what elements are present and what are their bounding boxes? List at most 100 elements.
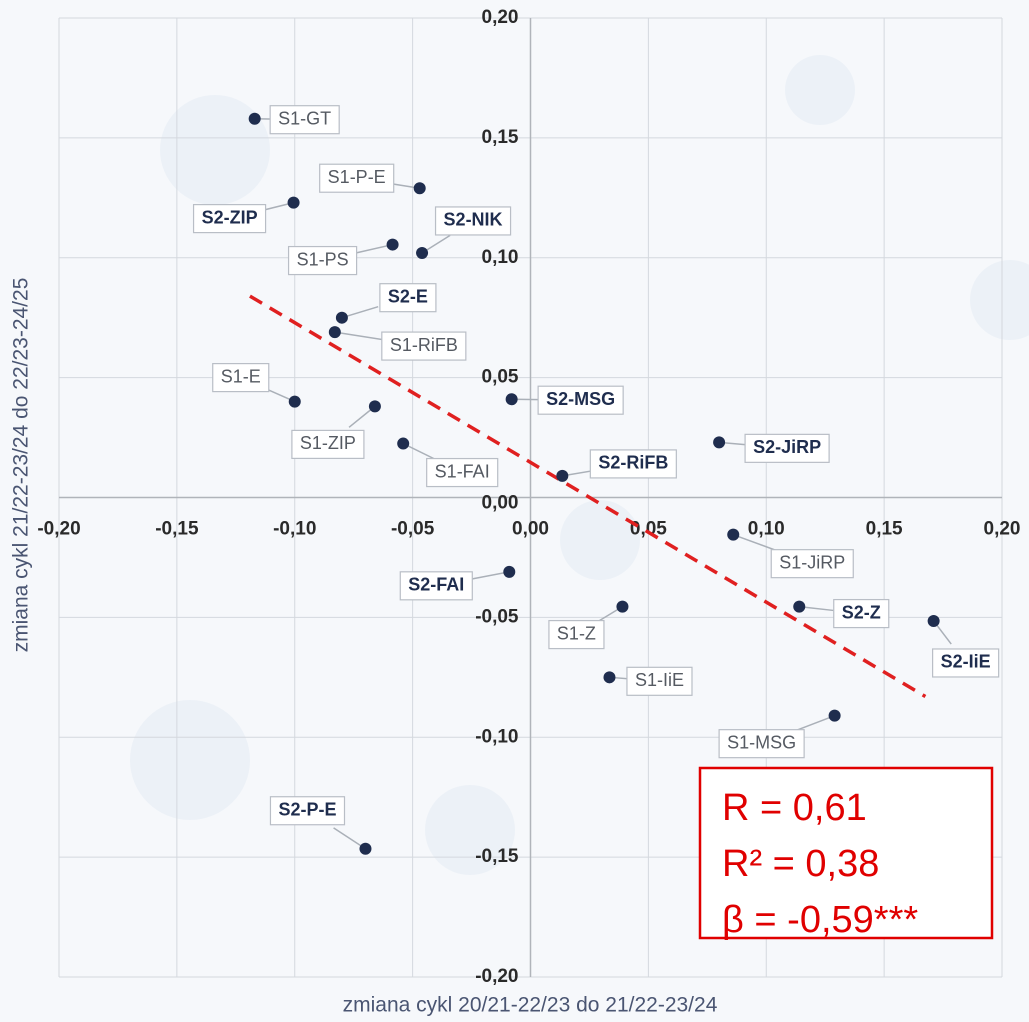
label-box [269,105,340,135]
point [828,709,841,722]
stats-box [698,766,994,940]
point-label-group: S2-NIK [421,206,512,254]
leader-line [334,331,384,341]
point [556,469,569,482]
point-label-group: S1-JiRP [732,533,854,579]
point [328,326,341,339]
point [727,528,740,541]
point-label-group: S1-IiE [609,666,693,696]
y-tick-label: -0,05 [475,606,519,627]
y-tick-label: -0,20 [475,966,518,987]
label-box [381,331,467,361]
point-label-group: S1-RiFB [334,331,467,361]
point-label-group: S1-GT [254,105,340,135]
point-label-group: S2-FAI [399,571,510,601]
point-label: S1-FAI [435,461,490,481]
point [386,238,399,251]
leader-line [732,533,777,552]
point-label: S1-Z [557,623,596,643]
point-label: S1-RiFB [390,335,458,355]
point [713,436,726,449]
point [503,565,516,578]
point-label: S1-ZIP [300,433,356,453]
point-label: S1-IiE [635,670,684,690]
point-label-group: S1-ZIP [291,405,376,459]
y-tick-label: -0,15 [475,846,519,867]
leader-line [468,571,510,581]
label-box [319,163,395,193]
point [793,600,806,613]
point-label: S2-P-E [278,799,336,819]
leader-line [341,305,379,319]
y-tick-label: 0,00 [482,493,519,514]
point-label-group: S2-P-E [269,796,366,850]
x-tick-label: -0,20 [37,519,80,540]
point-label-group: S2-Z [799,598,890,629]
label-box [548,619,605,650]
label-box [770,549,854,579]
point-label-group: S2-MSG [511,385,624,415]
point [397,437,410,450]
point [603,671,616,684]
label-box [399,571,473,601]
leader-line [333,827,366,850]
point-label: S2-Z [842,602,881,622]
point [616,600,629,613]
point-label: S2-JiRP [753,437,821,457]
point-label-group: S1-PS [287,243,393,276]
point-label-group: S1-P-E [319,163,420,193]
label-box [291,429,365,459]
label-box [744,433,830,463]
point [413,182,426,195]
point [416,246,429,259]
point [248,112,261,125]
point [505,393,518,406]
label-box [833,598,890,629]
point-label: S2-MSG [546,389,615,409]
point-label: S2-IiE [941,652,991,672]
point-label-group: S2-ZIP [192,201,294,234]
label-box [434,206,512,236]
y-axis-title: zmiana cykl 21/22-23/24 do 22/23-24/25 [10,278,33,653]
x-tick-label: -0,10 [273,519,316,540]
label-box [932,648,1000,678]
point-label-group: S1-FAI [402,442,499,488]
point-label: S2-FAI [408,575,464,595]
label-box [379,283,437,313]
x-tick-label: 0,05 [630,519,667,540]
point-label-group: S2-E [341,283,437,319]
point-label-group: S2-RiFB [562,449,677,479]
label-box [537,385,624,415]
trend-line [249,294,927,698]
y-tick-label: -0,10 [475,726,518,747]
x-axis-title: zmiana cykl 20/21-22/23 do 21/22-23/24 [343,994,718,1017]
y-tick-label: 0,20 [482,7,519,28]
label-box [426,457,499,488]
point [368,400,381,413]
point [288,395,301,408]
label-box [192,204,267,234]
point-label-group: S1-E [212,363,296,403]
point-label: S2-NIK [444,210,503,230]
point-label: S1-MSG [727,732,796,752]
stat-text: R = 0,61 [722,787,867,829]
point-label: S1-JiRP [779,552,845,572]
leader-line [353,243,393,255]
point-label-group: S1-Z [548,605,623,650]
point-label: S1-PS [297,249,349,269]
y-tick-label: 0,10 [482,247,519,268]
point-label-group: S2-IiE [932,620,1000,678]
point [287,196,300,209]
x-tick-label: 0,10 [748,519,785,540]
label-box [287,245,358,276]
point-label-group: S1-MSG [718,714,835,759]
y-tick-label: 0,15 [482,127,519,148]
label-box [212,363,270,393]
point-label: S2-ZIP [202,207,258,227]
leader-line [402,442,436,461]
point-label: S1-E [221,366,261,386]
x-tick-label: -0,05 [391,519,435,540]
label-box [269,796,346,826]
point-label: S2-RiFB [598,453,668,473]
